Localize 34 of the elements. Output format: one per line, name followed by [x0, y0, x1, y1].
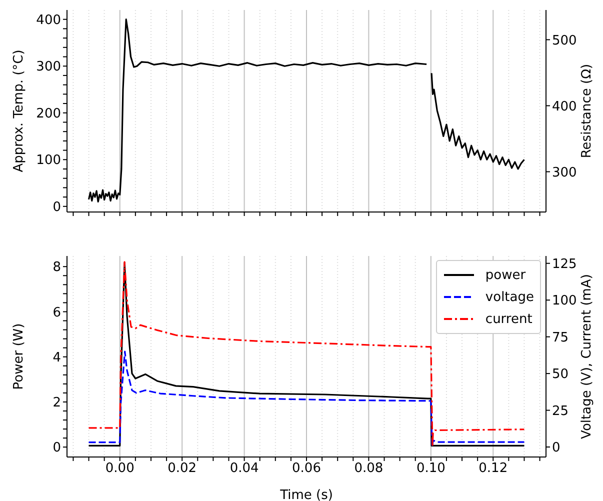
y-tick-label: 0	[52, 440, 61, 456]
y2-tick-label: 25	[552, 404, 569, 419]
x-tick-label: 0.12	[478, 461, 508, 476]
y2-axis-title: Voltage (V), Current (mA)	[580, 274, 595, 439]
y-tick-label: 0	[52, 200, 61, 216]
y2-tick-label: 500	[552, 33, 577, 48]
x-tick-label: 0.08	[354, 461, 384, 476]
x-tick-label: 0.04	[230, 461, 259, 476]
x-tick-label: 0.00	[105, 461, 134, 476]
y-tick-label: 2	[52, 396, 61, 411]
y-tick-label: 200	[36, 106, 61, 122]
y2-tick-label: 300	[552, 165, 577, 180]
y-tick-label: 4	[52, 350, 61, 366]
y2-tick-label: 100	[552, 294, 577, 309]
y2-axis-title: Resistance (Ω)	[580, 64, 595, 158]
x-tick-label: 0.06	[292, 461, 321, 476]
legend-label: voltage	[485, 290, 534, 304]
y2-tick-label: 75	[552, 330, 569, 346]
y2-tick-label: 0	[552, 440, 560, 456]
y2-tick-label: 50	[552, 367, 569, 382]
y-tick-label: 300	[36, 60, 61, 75]
legend-label: power	[485, 268, 526, 282]
y-tick-label: 100	[36, 153, 61, 168]
y-tick-label: 6	[52, 305, 61, 320]
x-axis-title: Time (s)	[279, 488, 333, 501]
y-axis-title: Power (W)	[12, 323, 27, 390]
y-tick-label: 400	[36, 12, 61, 28]
x-tick-label: 0.10	[416, 461, 446, 476]
y2-tick-label: 125	[552, 256, 577, 272]
y-axis-title: Approx. Temp. (°C)	[12, 50, 27, 172]
legend-label: current	[485, 312, 532, 326]
y2-tick-label: 400	[552, 99, 577, 114]
x-tick-label: 0.02	[168, 461, 197, 476]
y-tick-label: 8	[52, 260, 61, 276]
